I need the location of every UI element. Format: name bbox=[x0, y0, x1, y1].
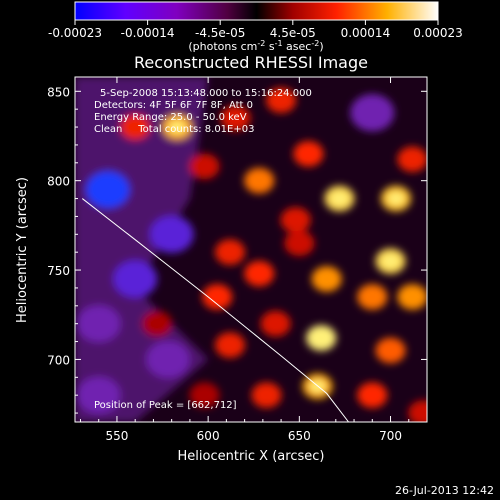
observation-annotations: 5-Sep-2008 15:13:48.000 to 15:16:24.000 … bbox=[94, 88, 312, 135]
intensity-blob bbox=[397, 146, 427, 172]
x-tick-label: 700 bbox=[379, 429, 402, 443]
colorbar-ticks bbox=[74, 20, 439, 25]
colorbar-gradient bbox=[74, 1, 439, 21]
intensity-blob bbox=[311, 266, 342, 292]
intensity-blob bbox=[266, 87, 297, 113]
colorbar-tick-label: 0.00014 bbox=[341, 26, 391, 40]
intensity-blob bbox=[284, 230, 315, 256]
intensity-blob bbox=[113, 260, 158, 298]
intensity-blob bbox=[357, 382, 388, 408]
x-axis-label: Heliocentric X (arcsec) bbox=[178, 449, 325, 464]
colorbar-labels: -0.00023 -0.00014 -4.5e-05 4.5e-05 0.00014 0.… bbox=[48, 26, 463, 40]
plot-frame bbox=[74, 76, 428, 423]
intensity-blob bbox=[244, 167, 275, 194]
colorbar-tick-label: 4.5e-05 bbox=[270, 26, 316, 40]
intensity-blob bbox=[120, 114, 151, 140]
colorbar-tick-label: -4.5e-05 bbox=[195, 26, 245, 40]
x-tick-label: 650 bbox=[288, 429, 311, 443]
intensity-blob bbox=[76, 376, 121, 414]
intensity-peak bbox=[387, 192, 404, 205]
y-tick-label: 750 bbox=[47, 264, 70, 278]
intensity-blob bbox=[244, 260, 275, 287]
colorbar-units: (photons cm-2 s-1 asec-2) bbox=[188, 39, 323, 53]
intensity-blob bbox=[215, 332, 246, 358]
intensity-blob bbox=[149, 215, 194, 254]
intensity-blob bbox=[76, 304, 121, 343]
intensity-blob bbox=[260, 310, 291, 337]
intensity-blob bbox=[202, 284, 233, 310]
intensity-blob bbox=[189, 382, 220, 408]
intensity-map bbox=[75, 77, 427, 422]
y-tick-label: 700 bbox=[47, 353, 70, 367]
plot-area bbox=[75, 77, 427, 422]
intensity-blob bbox=[215, 239, 246, 265]
intensity-peak bbox=[313, 331, 330, 344]
intensity-peak bbox=[331, 192, 348, 205]
intensity-blob bbox=[375, 337, 406, 364]
intensity-blob bbox=[251, 382, 282, 408]
colorbar-tick-label: -0.00023 bbox=[48, 26, 102, 40]
x-axis: 550 600 650 700 bbox=[79, 77, 428, 443]
annotation-time-range: 5-Sep-2008 15:13:48.000 to 15:16:24.000 bbox=[100, 88, 312, 99]
intensity-blob bbox=[220, 105, 251, 131]
intensity-blob bbox=[293, 141, 324, 167]
intensity-blob bbox=[146, 340, 191, 379]
annotation-detectors: Detectors: 4F 5F 6F 7F 8F, Att 0 bbox=[94, 100, 253, 111]
y-tick-label: 850 bbox=[47, 85, 70, 99]
solar-limb-curve bbox=[81, 198, 349, 422]
peak-position-label: Position of Peak = [662,712] bbox=[94, 400, 237, 411]
colorbar-tick-label: -0.00014 bbox=[121, 26, 175, 40]
annotation-clean-counts: Clean Total counts: 8.01E+03 bbox=[94, 124, 254, 135]
intensity-blob bbox=[397, 284, 427, 310]
intensity-peak bbox=[169, 121, 186, 134]
intensity-blob bbox=[189, 153, 220, 180]
intensity-blob bbox=[408, 400, 427, 422]
colorbar: -0.00023 -0.00014 -4.5e-05 4.5e-05 0.00014 0.… bbox=[48, 1, 463, 53]
render-timestamp: 26-Jul-2013 12:42 bbox=[394, 484, 494, 497]
y-axis: 700 750 800 850 bbox=[47, 85, 427, 414]
annotation-energy-range: Energy Range: 25.0 - 50.0 keV bbox=[94, 112, 247, 123]
intensity-blob bbox=[280, 207, 311, 233]
x-tick-label: 550 bbox=[105, 429, 128, 443]
y-axis-label: Heliocentric Y (arcsec) bbox=[15, 177, 30, 323]
chart-title: Reconstructed RHESSI Image bbox=[134, 53, 368, 72]
intensity-peak bbox=[382, 255, 399, 268]
intensity-blob bbox=[350, 94, 395, 132]
intensity-blob bbox=[85, 170, 130, 209]
x-tick-label: 600 bbox=[197, 429, 220, 443]
intensity-blob bbox=[142, 310, 173, 337]
y-tick-label: 800 bbox=[47, 175, 70, 189]
intensity-blob bbox=[357, 284, 388, 310]
colorbar-tick-label: 0.00023 bbox=[413, 26, 463, 40]
